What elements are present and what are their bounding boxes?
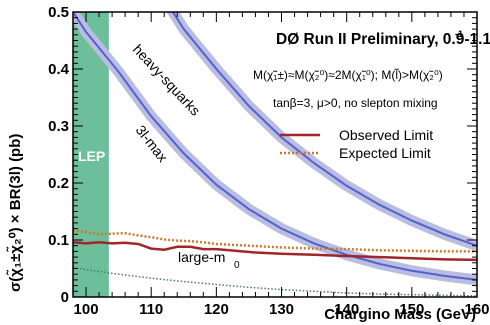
large-m-label: large-m [178, 249, 225, 265]
y-tick-label: 0.1 [48, 232, 69, 249]
3l-max-curve [73, 12, 477, 281]
x-axis-title: Chargino Mass (GeV) [324, 306, 476, 323]
heavy-squarks-curve [171, 12, 477, 247]
chart-title-superscript: -1 [455, 29, 463, 39]
x-tick-label: 160 [464, 301, 489, 318]
y-tick-label: 0.5 [48, 4, 69, 21]
expected-limit-line [73, 229, 477, 253]
x-tick-label: 140 [334, 301, 359, 318]
y-tick-label: 0.4 [48, 61, 70, 78]
x-tick-label: 150 [399, 301, 424, 318]
mass-relation-annotation: M(χ̃₁±)≈M(χ̃₂⁰)≈2M(χ̃₁⁰); M(l̃)>M(χ̃₂⁰) [253, 67, 443, 82]
axis-layer: 100 110 120 130 140 150 160 0 0.1 0.2 0.3 0.4 0.5 [48, 4, 489, 318]
x-tick-label: 110 [139, 301, 163, 318]
y-tick-label: 0.2 [48, 175, 69, 192]
y-axis-title: σ(χ̃₁±χ̃₂⁰) × BR(3l) (pb) [6, 134, 24, 292]
x-tick-label: 100 [74, 301, 99, 318]
data-layer [73, 12, 477, 297]
large-m-subscript: 0 [234, 260, 240, 271]
observed-limit-line [73, 241, 477, 262]
legend-observed-label: Observed Limit [339, 127, 433, 143]
x-tick-label: 130 [269, 301, 294, 318]
legend-expected-label: Expected Limit [339, 145, 431, 161]
parameters-annotation: tanβ=3, μ>0, no slepton mixing [273, 96, 438, 110]
y-tick-label: 0 [61, 289, 69, 306]
y-tick-label: 0.3 [48, 118, 69, 135]
large-m-curve [73, 266, 477, 297]
lep-region-label: LEP [78, 148, 105, 164]
x-tick-label: 120 [204, 301, 229, 318]
chart-title: DØ Run II Preliminary, 0.9-1.1 fb [276, 31, 490, 48]
